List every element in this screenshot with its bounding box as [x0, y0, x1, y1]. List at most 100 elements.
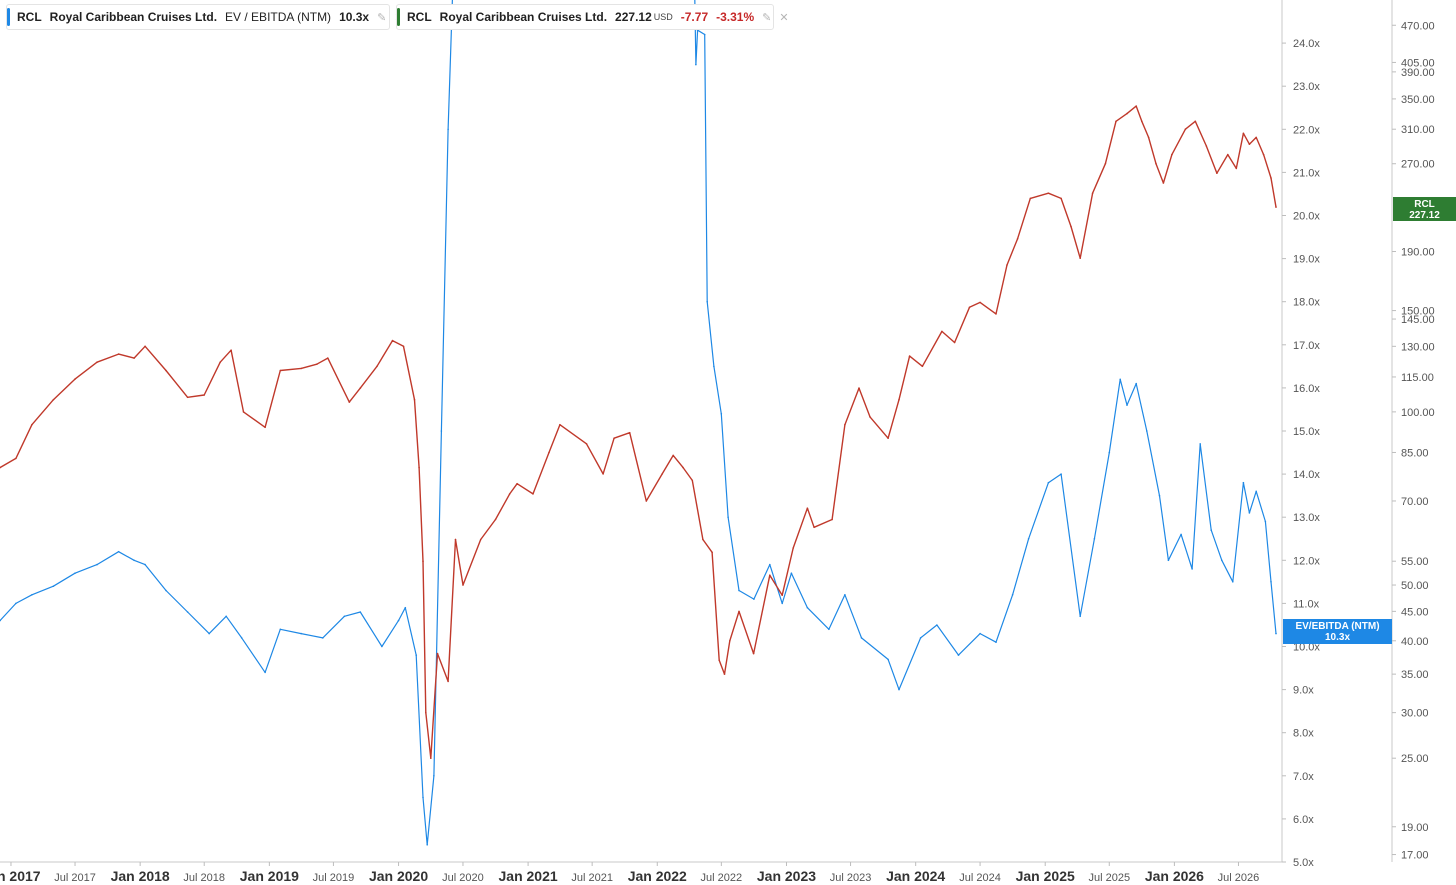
legend-ev-ebitda[interactable]: RCL Royal Caribbean Cruises Ltd. EV / EB…: [6, 4, 404, 30]
price-tag-ticker: RCL: [1414, 199, 1435, 210]
ev-ebitda-point: [860, 637, 863, 639]
right-tick-label: 35.00: [1401, 669, 1429, 681]
price-point: [702, 538, 704, 541]
price-point: [117, 353, 120, 355]
legend-price-value: 227.12: [615, 10, 652, 24]
price-point: [1126, 112, 1128, 115]
price-point: [1047, 192, 1050, 194]
ev-ebitda-point: [240, 637, 243, 639]
right-tick-label: 45.00: [1401, 606, 1429, 618]
ev-ebitda-point: [322, 637, 324, 639]
pin-icon[interactable]: ✎: [762, 11, 772, 24]
legend-ticker: RCL: [17, 10, 42, 24]
price-point: [585, 443, 588, 445]
price-point: [1147, 136, 1150, 139]
ev-ebitda-point: [919, 637, 922, 639]
price-point: [858, 387, 860, 389]
left-tick-label: 10.0x: [1293, 642, 1320, 654]
price-point: [887, 437, 889, 440]
x-tick-label: Jan 2024: [886, 868, 945, 884]
price-point: [1141, 120, 1143, 123]
x-tick-label: Jul 2018: [183, 872, 225, 884]
price-point: [979, 301, 981, 304]
ev-ebitda-point: [133, 559, 135, 562]
ev-ebitda-point: [1221, 559, 1223, 562]
right-tick-label: 55.00: [1401, 556, 1429, 568]
price-point: [1270, 177, 1272, 179]
ev-ebitda-point: [1135, 382, 1137, 385]
right-tick-label: 350.00: [1401, 94, 1435, 106]
ev-ebitda-point: [117, 550, 120, 553]
price-point: [1162, 182, 1165, 184]
price-point: [898, 398, 900, 401]
ev-ebitda-point: [404, 606, 407, 609]
price-point: [1155, 162, 1157, 165]
legend-color-stripe: [7, 8, 10, 26]
price-point: [645, 500, 648, 502]
ev-ebitda-point: [300, 632, 303, 635]
right-tick-label: 40.00: [1401, 636, 1429, 648]
price-point: [711, 551, 713, 554]
x-tick-label: Jan 2017: [0, 868, 41, 884]
right-tick-label: 190.00: [1401, 247, 1435, 259]
ev-ebitda-point: [1146, 430, 1148, 432]
ev-ebitda-point: [1180, 533, 1182, 536]
ev-ebitda-point: [713, 365, 715, 368]
price-point: [1255, 136, 1257, 139]
price-point: [548, 451, 550, 454]
price-point: [327, 357, 329, 359]
left-tick-label: 20.0x: [1293, 211, 1320, 223]
price-point: [242, 411, 245, 413]
left-tick-label: 24.0x: [1293, 38, 1320, 50]
close-icon[interactable]: ✕: [779, 11, 789, 24]
left-tick-label: 13.0x: [1293, 512, 1320, 524]
price-point: [1079, 257, 1081, 260]
ev-ebitda-point: [165, 589, 167, 592]
ev-ebitda-point: [1108, 451, 1111, 454]
price-point: [628, 431, 631, 434]
multiple-tag-value: 10.3x: [1324, 632, 1351, 643]
ev-ebitda-point: [397, 619, 400, 622]
series-layer: [0, 0, 1277, 846]
price-point: [1115, 120, 1117, 123]
ev-ebitda-point: [415, 654, 418, 656]
right-tick-label: 390.00: [1401, 67, 1435, 79]
legend-metric: EV / EBITDA (NTM): [225, 10, 332, 24]
ev-ebitda-point: [727, 516, 729, 518]
price-point: [1091, 192, 1094, 194]
x-tick-label: Jul 2024: [959, 872, 1001, 884]
ev-ebitda-point: [695, 63, 697, 66]
right-tick-label: 130.00: [1401, 341, 1435, 353]
x-tick-label: Jul 2017: [54, 872, 96, 884]
ev-ebitda-point: [52, 585, 55, 587]
ev-ebitda-point: [1060, 473, 1062, 475]
ev-ebitda-point: [1126, 404, 1128, 406]
price-point: [1248, 143, 1251, 145]
ev-ebitda-point: [381, 645, 383, 648]
price-point: [425, 711, 427, 714]
price-point: [672, 454, 674, 457]
right-tick-label: 150.00: [1401, 306, 1435, 318]
legend-price[interactable]: RCL Royal Caribbean Cruises Ltd. 227.12 …: [396, 4, 789, 30]
left-tick-label: 16.0x: [1293, 383, 1320, 395]
left-tick-label: 12.0x: [1293, 555, 1320, 567]
legend-currency: USD: [653, 12, 673, 22]
ev-ebitda-point: [769, 563, 771, 566]
price-point: [613, 437, 615, 440]
price-point: [532, 493, 534, 495]
price-point: [348, 401, 351, 403]
price-point: [0, 466, 1, 469]
ev-ebitda-point: [1158, 494, 1161, 497]
price-point: [968, 306, 971, 309]
ev-ebitda-point: [225, 615, 227, 618]
legend-value: 10.3x: [339, 10, 370, 24]
ev-ebitda-point: [781, 602, 783, 605]
ev-ebitda-point: [208, 632, 210, 635]
x-tick-label: Jan 2022: [628, 868, 687, 884]
x-tick-label: Jul 2019: [313, 872, 355, 884]
pin-icon[interactable]: ✎: [377, 11, 387, 24]
ev-ebitda-point: [1264, 520, 1267, 523]
ev-ebitda-point: [995, 641, 997, 643]
x-tick-label: Jul 2025: [1088, 872, 1130, 884]
x-tick-label: Jan 2018: [111, 868, 170, 884]
